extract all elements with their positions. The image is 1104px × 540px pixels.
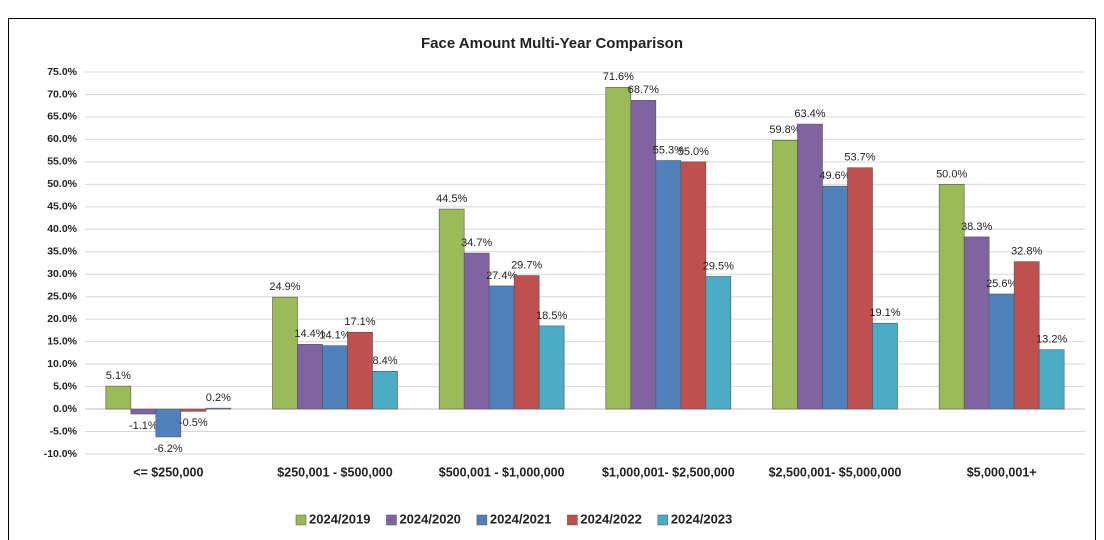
bar <box>630 100 657 410</box>
bar <box>513 275 540 410</box>
bar <box>372 371 398 410</box>
y-tick-label: 60.0% <box>47 133 77 145</box>
data-label: 34.7% <box>461 237 492 249</box>
legend-swatch <box>567 514 578 526</box>
y-tick-label: 35.0% <box>47 246 77 258</box>
bar <box>772 140 798 410</box>
bar <box>130 408 157 415</box>
bar <box>822 185 848 410</box>
y-tick-label: 0.0% <box>53 403 78 415</box>
y-tick-label: 45.0% <box>47 201 77 213</box>
bar <box>797 123 823 410</box>
data-label: 13.2% <box>1036 334 1067 346</box>
data-label: 29.5% <box>703 260 734 272</box>
y-tick-label: 20.0% <box>47 313 77 325</box>
data-label: 44.5% <box>436 193 467 205</box>
bar <box>105 385 132 410</box>
data-label: 14.4% <box>294 328 325 340</box>
bar <box>488 285 515 410</box>
data-label: 53.7% <box>844 152 875 164</box>
legend-swatch <box>295 514 307 526</box>
bar <box>180 408 207 412</box>
data-label: -0.5% <box>179 417 208 429</box>
chart-title: Face Amount Multi-Year Comparison <box>421 35 683 52</box>
legend-label: 2024/2022 <box>580 511 641 526</box>
bar <box>680 161 707 410</box>
y-tick-label: -10.0% <box>44 448 78 460</box>
y-tick-label: 40.0% <box>47 223 77 235</box>
legend-swatch <box>657 514 669 526</box>
bar <box>463 252 490 410</box>
data-label: 71.6% <box>603 71 634 83</box>
bar <box>438 208 465 410</box>
y-tick-label: 5.0% <box>53 380 78 392</box>
data-label: 18.5% <box>536 310 567 322</box>
data-label: 0.2% <box>206 392 231 404</box>
data-label: 29.7% <box>511 259 542 271</box>
data-label: 59.8% <box>769 124 800 136</box>
bar <box>205 407 232 410</box>
y-tick-label: 55.0% <box>47 156 77 168</box>
bar <box>938 184 965 410</box>
data-label: 38.3% <box>961 221 992 233</box>
bar <box>988 293 1015 410</box>
data-label: 8.4% <box>372 355 397 367</box>
bar <box>322 345 348 410</box>
data-label: 55.3% <box>653 144 684 156</box>
bar <box>1038 349 1065 410</box>
y-tick-label: 10.0% <box>47 358 77 370</box>
y-tick-label: 75.0% <box>47 66 77 78</box>
y-tick-label: 30.0% <box>47 268 77 280</box>
y-tick-label: 70.0% <box>47 88 77 100</box>
data-label: 25.6% <box>986 278 1017 290</box>
data-label: 24.9% <box>269 281 300 293</box>
bar <box>538 325 565 410</box>
data-label: -6.2% <box>154 443 183 455</box>
y-tick-label: 15.0% <box>47 335 77 347</box>
bar <box>872 322 898 410</box>
bar <box>605 86 632 410</box>
data-label: -1.1% <box>129 420 158 432</box>
data-label: 5.1% <box>106 370 131 382</box>
legend-swatch <box>386 514 397 526</box>
data-label: 27.4% <box>486 270 517 282</box>
bar <box>297 344 323 410</box>
data-label: 68.7% <box>628 84 659 96</box>
legend-label: 2024/2019 <box>309 511 370 526</box>
y-tick-label: 50.0% <box>47 178 77 190</box>
legend-label: 2024/2021 <box>490 511 551 526</box>
x-tick-label: $2,500,001- $5,000,000 <box>769 465 902 479</box>
data-label: 17.1% <box>344 316 375 328</box>
chart-border <box>8 18 1096 540</box>
data-label: 50.0% <box>936 168 967 180</box>
y-tick-label: 25.0% <box>47 290 77 302</box>
data-label: 14.1% <box>319 330 350 342</box>
x-tick-label: $1,000,001- $2,500,000 <box>602 465 735 479</box>
data-label: 63.4% <box>794 108 825 120</box>
data-label: 32.8% <box>1011 246 1042 258</box>
legend-label: 2024/2020 <box>399 511 460 526</box>
x-tick-label: $250,001 - $500,000 <box>277 465 392 479</box>
y-tick-label: 65.0% <box>47 111 77 123</box>
bar <box>705 276 732 410</box>
data-label: 55.0% <box>678 146 709 158</box>
bar <box>155 408 182 438</box>
legend-swatch <box>476 514 488 526</box>
x-tick-label: $5,000,001+ <box>967 465 1037 479</box>
legend-label: 2024/2023 <box>671 511 732 526</box>
data-label: 49.6% <box>819 170 850 182</box>
bar <box>963 236 990 410</box>
bar <box>1013 261 1040 410</box>
y-tick-label: -5.0% <box>50 425 78 437</box>
x-tick-label: <= $250,000 <box>133 465 203 479</box>
bar <box>847 167 873 410</box>
data-label: 19.1% <box>869 307 900 319</box>
bar <box>347 331 373 410</box>
bar <box>655 160 682 410</box>
bar <box>272 296 298 410</box>
x-tick-label: $500,001 - $1,000,000 <box>439 465 565 479</box>
